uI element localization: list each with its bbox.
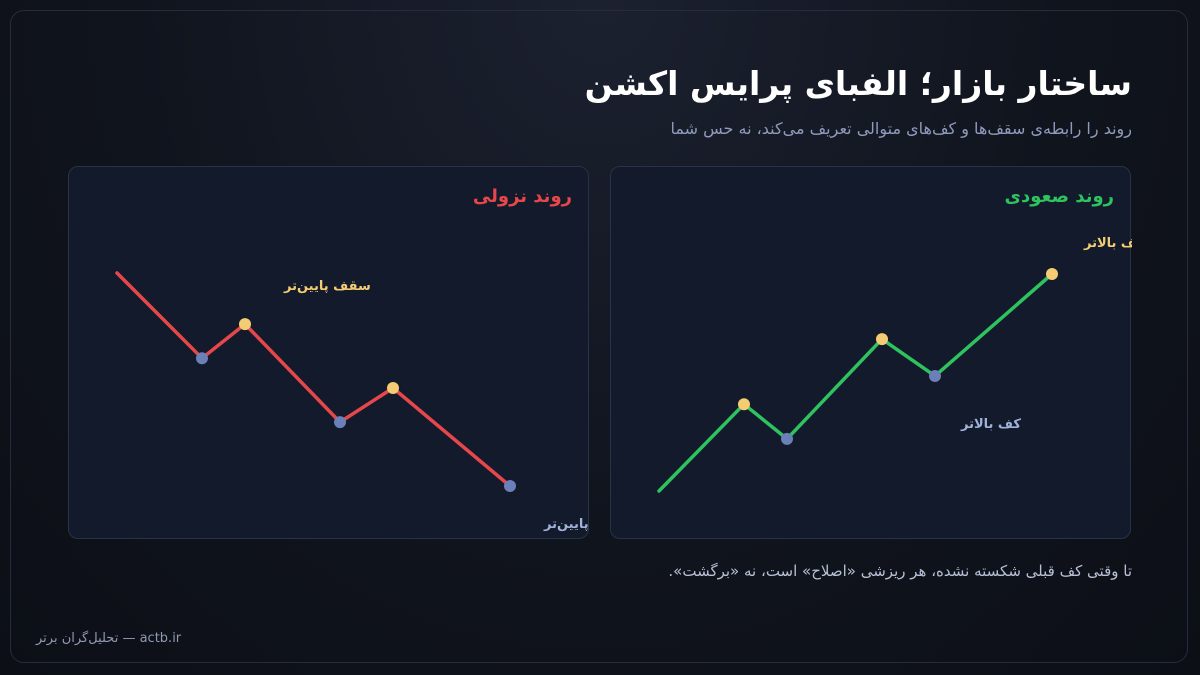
downtrend-high-point bbox=[387, 382, 399, 395]
uptrend-high-point bbox=[738, 398, 750, 411]
page-title: ساختار بازار؛ الفبای پرایس اکشن bbox=[584, 64, 1133, 103]
footnote: تا وقتی کف قبلی شکسته نشده، هر ریزشی «اص… bbox=[668, 562, 1132, 580]
uptrend-title: روند صعودی bbox=[1004, 186, 1114, 207]
uptrend-panel: روند صعودی سقف بالاتر کف بالاتر bbox=[610, 166, 1132, 539]
uptrend-high-point bbox=[876, 333, 888, 346]
downtrend-title: روند نزولی bbox=[472, 186, 572, 207]
page-subtitle: روند را رابطه‌ی سقف‌ها و کف‌های متوالی ت… bbox=[670, 119, 1133, 138]
footer-credit: actb.ir — تحلیل‌گران برتر bbox=[36, 631, 182, 646]
higher-low-label: کف بالاتر bbox=[960, 417, 1021, 432]
downtrend-low-point bbox=[196, 352, 208, 365]
uptrend-low-point bbox=[781, 432, 793, 445]
downtrend-chart: سقف پایین‌تر کف پایین‌تر bbox=[115, 271, 590, 532]
downtrend-low-point bbox=[504, 480, 516, 492]
uptrend-low-point bbox=[929, 369, 941, 382]
uptrend-line bbox=[657, 272, 1054, 493]
uptrend-chart: سقف بالاتر کف بالاتر bbox=[657, 236, 1132, 493]
higher-high-label: سقف بالاتر bbox=[1083, 236, 1132, 251]
lower-high-label: سقف پایین‌تر bbox=[283, 279, 371, 294]
downtrend-high-point bbox=[239, 318, 251, 331]
lower-low-label: کف پایین‌تر bbox=[543, 517, 590, 532]
uptrend-high-point bbox=[1046, 268, 1058, 280]
downtrend-line bbox=[115, 271, 512, 488]
downtrend-low-point bbox=[334, 416, 346, 429]
card-frame bbox=[10, 10, 1188, 663]
downtrend-panel: روند نزولی سقف پایین‌تر کف پایین‌تر bbox=[68, 166, 590, 539]
